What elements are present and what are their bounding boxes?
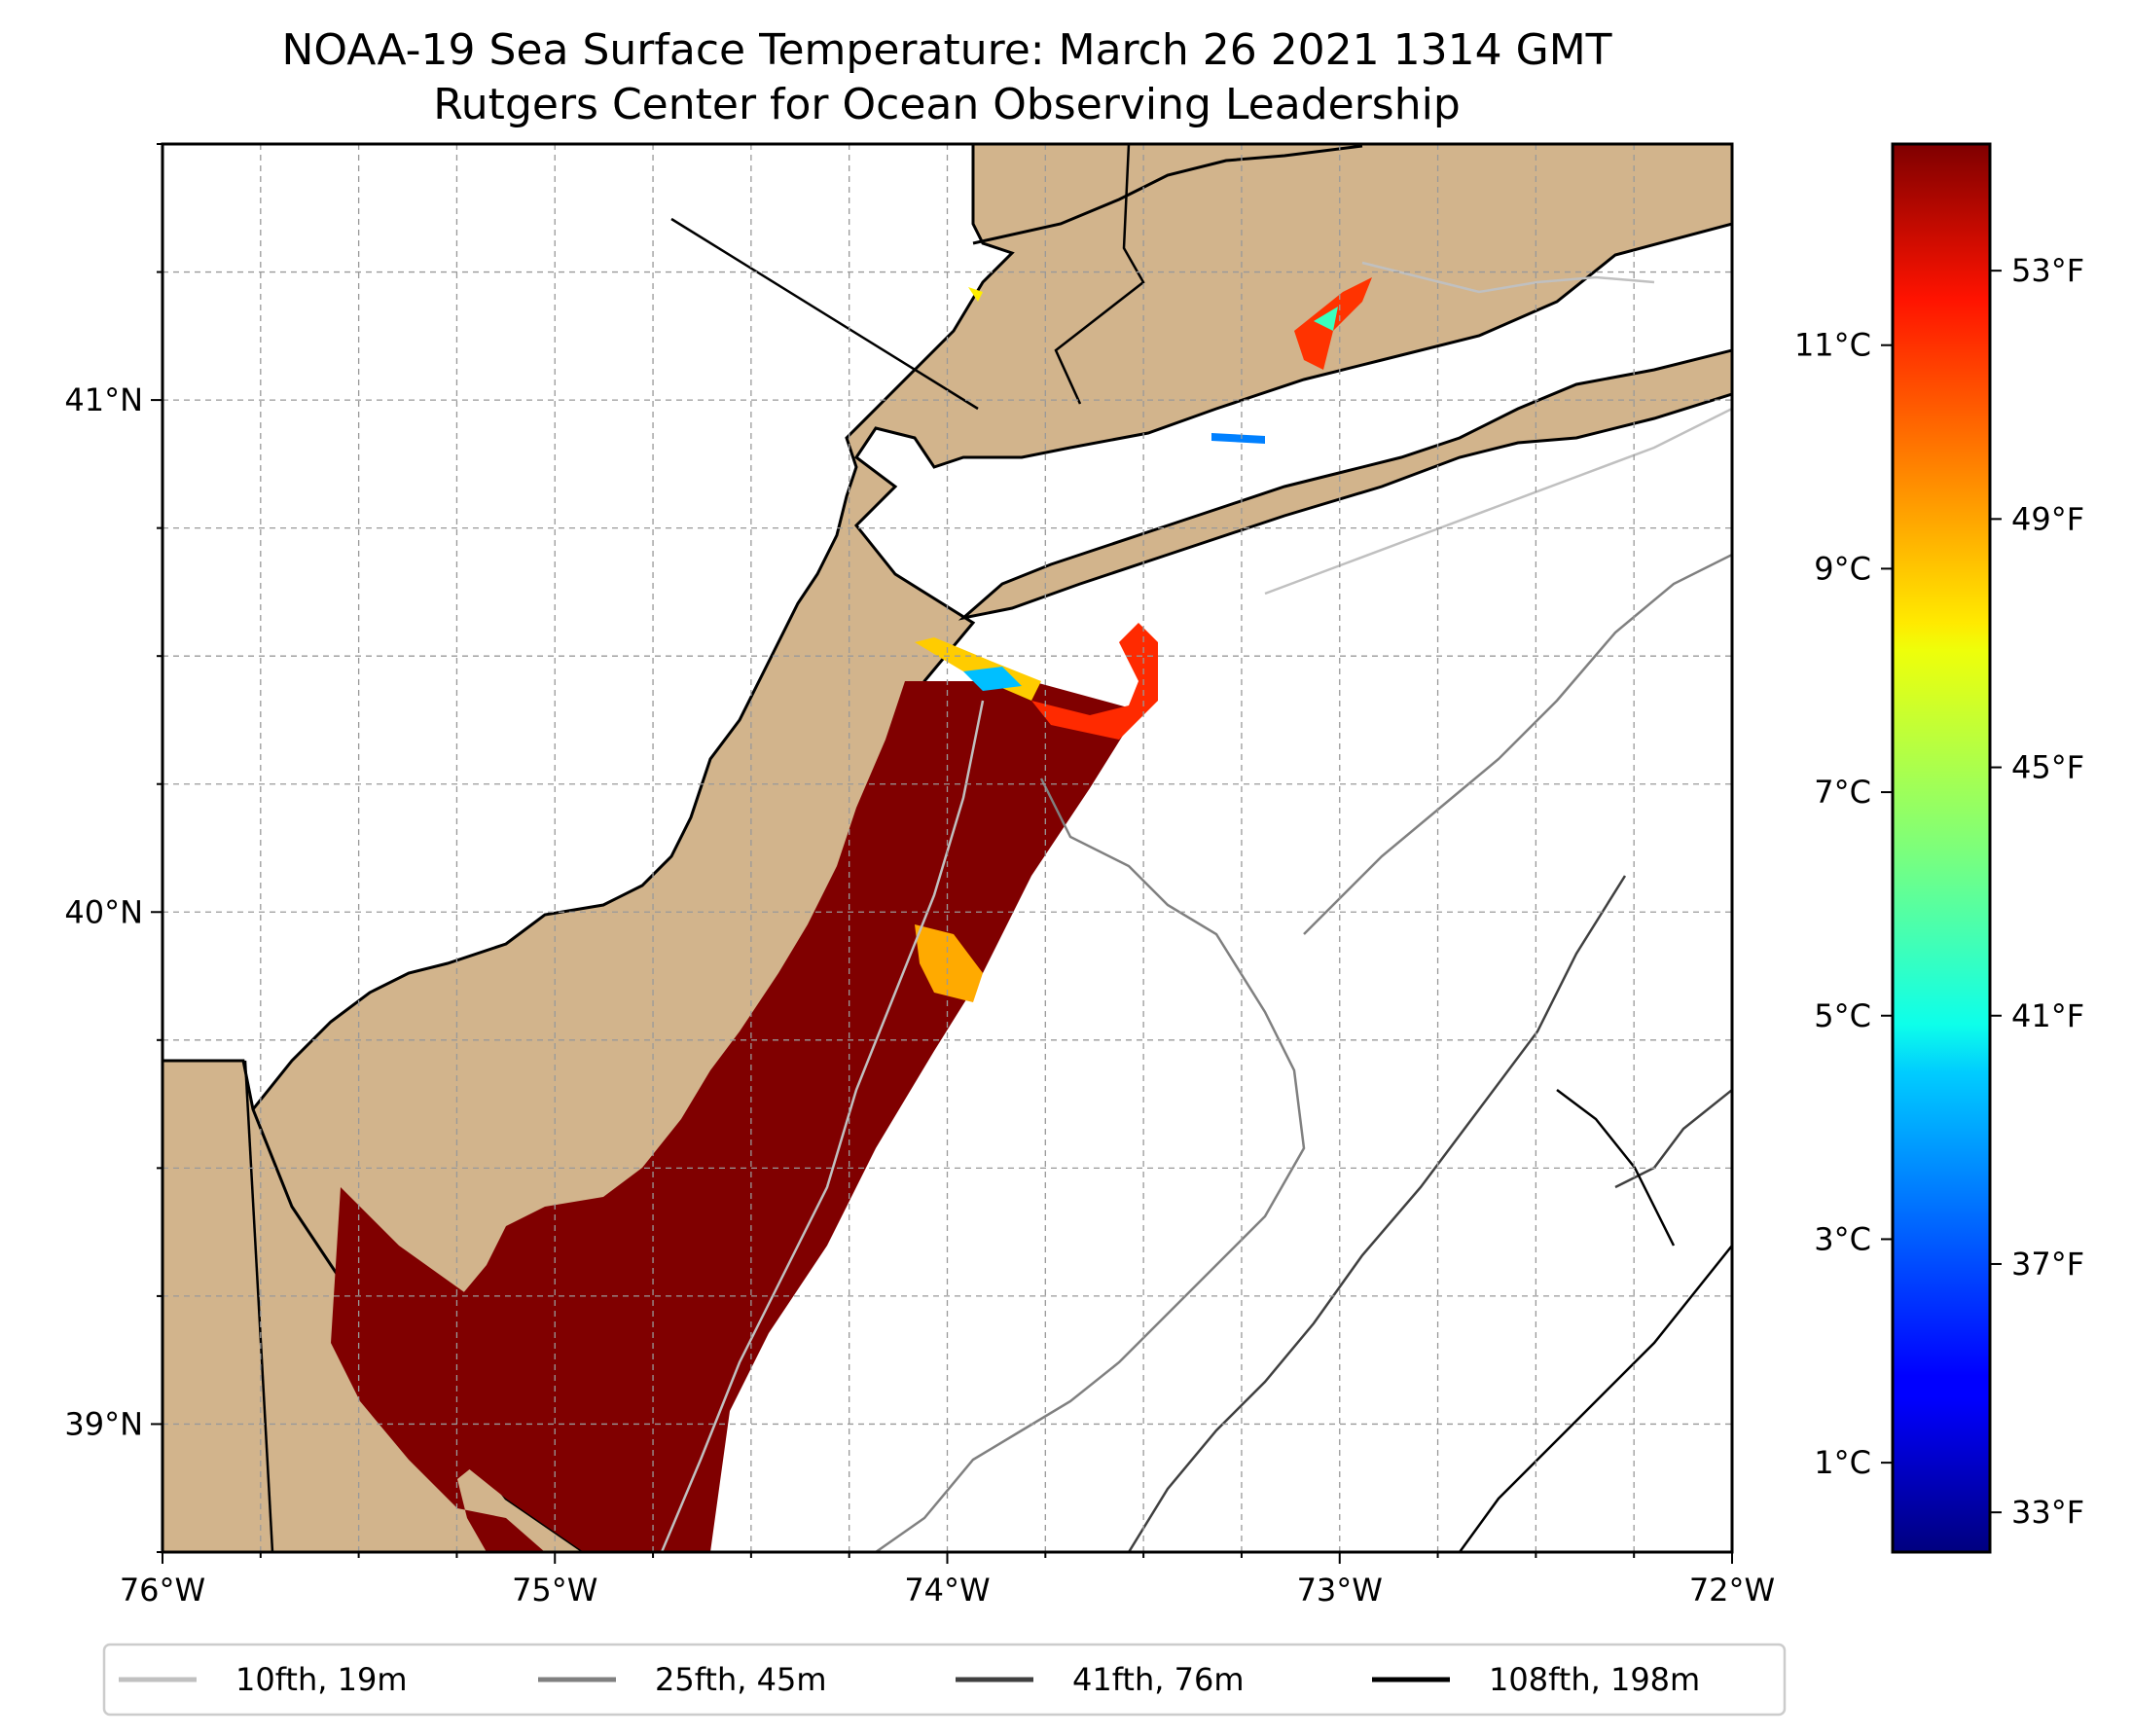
fahrenheit-tick-label: 41°F (2011, 997, 2084, 1034)
lon-tick-label: 72°W (1689, 1572, 1775, 1609)
lat-tick-label: 39°N (64, 1405, 143, 1442)
colorbar-celsius-axis: 1°C 3°C 5°C 7°C 9°C 11°C (1794, 327, 1893, 1481)
gridlines (163, 144, 1732, 1552)
sst-sound-cool (1314, 307, 1338, 331)
lon-tick-label: 75°W (512, 1572, 597, 1609)
sst-hudson (968, 287, 983, 302)
celsius-tick-label: 3°C (1814, 1220, 1871, 1257)
legend: 10fth, 19m 25fth, 45m 41fth, 76m 108fth, 19… (102, 1643, 1787, 1717)
fahrenheit-tick-label: 37°F (2011, 1246, 2084, 1283)
fahrenheit-tick-label: 45°F (2011, 749, 2084, 786)
sst-cool-patch (963, 667, 1022, 691)
sst-delaware-bay (331, 1187, 603, 1552)
fahrenheit-tick-label: 33°F (2011, 1494, 2084, 1531)
legend-label: 41fth, 76m (1072, 1661, 1244, 1698)
title-line-2: Rutgers Center for Ocean Observing Leade… (433, 80, 1461, 129)
latitude-axis: 41°N 40°N 39°N (64, 143, 163, 1553)
lon-tick-label: 76°W (120, 1572, 205, 1609)
sst-field (331, 277, 1372, 1552)
map-panel[interactable] (163, 144, 1732, 1552)
celsius-tick-label: 5°C (1814, 997, 1871, 1034)
sst-warm-front (1031, 623, 1158, 740)
lon-tick-label: 74°W (904, 1572, 990, 1609)
legend-label: 10fth, 19m (235, 1661, 407, 1698)
fahrenheit-tick-label: 49°F (2011, 500, 2084, 537)
celsius-tick-label: 7°C (1814, 774, 1871, 811)
fahrenheit-tick-label: 53°F (2011, 252, 2084, 289)
longitude-axis: 76°W 75°W 74°W 73°W 72°W (120, 1552, 1775, 1609)
lat-tick-label: 40°N (64, 893, 143, 930)
colorbar-gradient (1891, 142, 1992, 1554)
celsius-tick-label: 9°C (1814, 550, 1871, 587)
land-long-island (958, 348, 1732, 621)
title-line-1: NOAA-19 Sea Surface Temperature: March 2… (281, 25, 1611, 75)
land-connecticut-shore (972, 144, 1363, 245)
colorbar: 1°C 3°C 5°C 7°C 9°C 11°C 33°F 37°F 41°F 45°F 49°F… (1794, 142, 2084, 1554)
sst-barnegat (915, 924, 983, 1002)
celsius-tick-label: 1°C (1814, 1444, 1871, 1481)
legend-box (102, 1643, 1787, 1717)
lon-tick-label: 73°W (1297, 1572, 1383, 1609)
isobath-41fth (1127, 875, 1732, 1552)
lat-tick-label: 41°N (64, 381, 143, 418)
legend-label: 108fth, 198m (1489, 1661, 1700, 1698)
state-borders (163, 144, 1145, 1552)
isobath-10fth (660, 261, 1732, 1552)
sst-coastal-band (409, 681, 1138, 1552)
colorbar-fahrenheit-axis: 33°F 37°F 41°F 45°F 49°F 53°F (1990, 252, 2084, 1531)
celsius-tick-label: 11°C (1794, 327, 1871, 364)
isobath-25fth (875, 553, 1732, 1552)
legend-label: 25fth, 45m (655, 1661, 826, 1698)
sst-small-blue (1211, 433, 1265, 444)
